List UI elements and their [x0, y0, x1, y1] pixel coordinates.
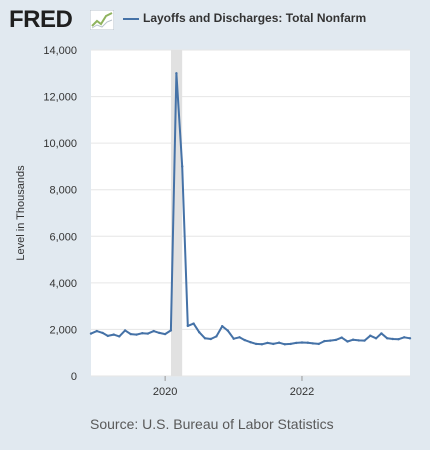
plot-area: [91, 50, 410, 376]
data-point[interactable]: [403, 336, 406, 339]
y-tick-label: 14,000: [43, 45, 77, 57]
source-note: Source: U.S. Bureau of Labor Statistics: [90, 416, 334, 432]
data-point[interactable]: [391, 337, 394, 341]
data-point[interactable]: [118, 335, 121, 338]
legend-line-swatch: [123, 18, 139, 20]
data-point[interactable]: [186, 324, 189, 328]
data-point[interactable]: [380, 332, 383, 335]
data-point[interactable]: [209, 337, 212, 341]
data-point[interactable]: [408, 337, 412, 340]
data-point[interactable]: [181, 165, 184, 168]
data-point[interactable]: [129, 332, 132, 336]
data-point[interactable]: [266, 341, 269, 345]
data-point[interactable]: [317, 342, 320, 346]
data-point[interactable]: [272, 342, 275, 346]
data-point[interactable]: [232, 337, 235, 340]
data-point[interactable]: [106, 334, 110, 338]
data-point[interactable]: [123, 329, 127, 332]
data-point[interactable]: [254, 342, 258, 346]
data-point[interactable]: [397, 338, 400, 341]
data-point[interactable]: [215, 335, 218, 338]
x-tick-label: 2020: [153, 386, 177, 398]
recession-shading: [170, 50, 183, 376]
data-point[interactable]: [374, 337, 378, 340]
series-layer: [89, 72, 412, 346]
data-point[interactable]: [357, 339, 361, 342]
data-point[interactable]: [158, 331, 161, 335]
x-axis: 2020 2022: [153, 376, 314, 398]
data-point[interactable]: [221, 325, 224, 328]
header: FRED Layoffs and Discharges: Total Nonfa…: [0, 0, 430, 40]
data-point[interactable]: [283, 343, 286, 346]
data-point[interactable]: [346, 340, 349, 343]
data-point[interactable]: [112, 333, 115, 336]
data-point[interactable]: [300, 341, 304, 344]
data-point[interactable]: [226, 329, 229, 332]
fred-logo-graph-icon: [90, 10, 114, 30]
data-point[interactable]: [329, 339, 332, 342]
data-point[interactable]: [141, 332, 144, 335]
y-axis-label: Level in Thousands: [15, 165, 27, 261]
y-tick-label: 0: [71, 371, 77, 383]
data-point[interactable]: [306, 341, 309, 344]
gridlines: [91, 49, 410, 377]
data-point[interactable]: [249, 341, 252, 344]
data-point[interactable]: [175, 72, 178, 75]
data-point[interactable]: [369, 334, 372, 337]
data-point[interactable]: [152, 329, 155, 333]
data-point[interactable]: [277, 341, 281, 344]
legend-label[interactable]: Layoffs and Discharges: Total Nonfarm: [143, 11, 367, 25]
data-point[interactable]: [146, 332, 150, 335]
y-tick-label: 4,000: [49, 278, 77, 290]
data-point[interactable]: [323, 339, 326, 343]
data-point[interactable]: [311, 342, 315, 345]
data-point[interactable]: [238, 336, 241, 339]
data-point[interactable]: [89, 332, 93, 335]
data-point[interactable]: [243, 338, 246, 342]
data-point[interactable]: [135, 333, 138, 336]
recession-band: [170, 50, 183, 376]
y-tick-label: 8,000: [49, 185, 77, 197]
data-point[interactable]: [295, 341, 298, 345]
data-point[interactable]: [198, 331, 201, 334]
data-point[interactable]: [101, 331, 104, 335]
data-point[interactable]: [340, 336, 343, 339]
data-point[interactable]: [163, 332, 167, 336]
y-tick-label: 6,000: [49, 231, 77, 243]
y-axis: 0 2,000 4,000 6,000 8,000 10,000 12,000 14,000: [43, 45, 77, 383]
data-point[interactable]: [289, 342, 292, 346]
data-point[interactable]: [386, 337, 389, 340]
data-point[interactable]: [169, 329, 173, 332]
data-point[interactable]: [203, 337, 207, 340]
y-tick-label: 10,000: [43, 138, 77, 150]
data-point[interactable]: [260, 343, 264, 346]
y-tick-label: 12,000: [43, 92, 77, 104]
y-tick-label: 2,000: [49, 324, 77, 336]
fred-logo[interactable]: FRED: [9, 6, 73, 33]
data-point[interactable]: [334, 338, 338, 342]
data-point[interactable]: [95, 329, 99, 333]
x-tick-label: 2022: [290, 386, 314, 398]
line-chart: 02,0004,0006,0008,00010,00012,00014,000 …: [15, 45, 412, 398]
data-point[interactable]: [363, 339, 366, 342]
data-point[interactable]: [192, 322, 195, 325]
data-point[interactable]: [351, 338, 355, 341]
